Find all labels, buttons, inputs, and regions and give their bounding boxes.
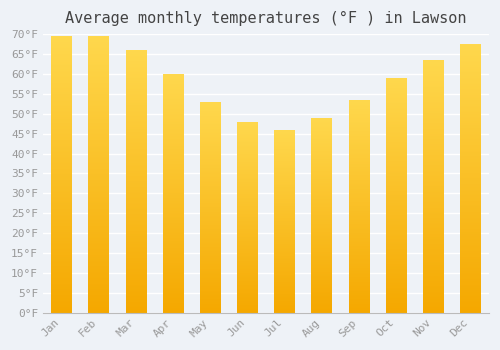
Title: Average monthly temperatures (°F ) in Lawson: Average monthly temperatures (°F ) in La… xyxy=(65,11,466,26)
